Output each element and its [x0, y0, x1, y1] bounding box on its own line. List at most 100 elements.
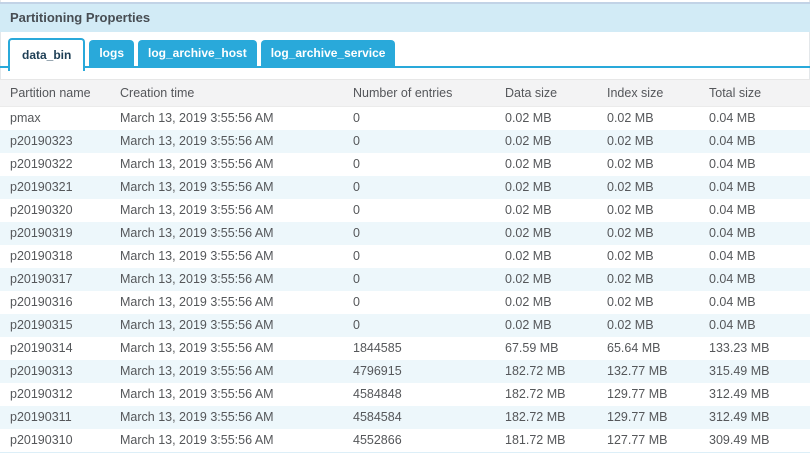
table-row[interactable]: p20190316 March 13, 2019 3:55:56 AM 0 0.02 …: [0, 291, 810, 314]
cell-total-size: 0.04 MB: [709, 295, 756, 309]
cell-data-size: 0.02 MB: [505, 111, 552, 125]
partitions-table: Partition name Creation time Number of e…: [0, 79, 810, 453]
cell-creation-time: March 13, 2019 3:55:56 AM: [120, 410, 274, 424]
table-row[interactable]: p20190322 March 13, 2019 3:55:56 AM 0 0.02 …: [0, 153, 810, 176]
cell-creation-time: March 13, 2019 3:55:56 AM: [120, 433, 274, 447]
table-row[interactable]: p20190315 March 13, 2019 3:55:56 AM 0 0.02 …: [0, 314, 810, 337]
cell-total-size: 0.04 MB: [709, 111, 756, 125]
cell-index-size: 0.02 MB: [607, 134, 654, 148]
cell-number-of-entries: 0: [353, 134, 360, 148]
table-row[interactable]: p20190319 March 13, 2019 3:55:56 AM 0 0.02 …: [0, 222, 810, 245]
cell-data-size: 0.02 MB: [505, 157, 552, 171]
cell-total-size: 309.49 MB: [709, 433, 770, 447]
cell-data-size: 182.72 MB: [505, 364, 566, 378]
cell-partition-name: p20190318: [10, 249, 73, 263]
cell-index-size: 0.02 MB: [607, 272, 654, 286]
tab-log_archive_service[interactable]: log_archive_service: [260, 40, 396, 66]
cell-total-size: 0.04 MB: [709, 272, 756, 286]
cell-creation-time: March 13, 2019 3:55:56 AM: [120, 387, 274, 401]
table-row[interactable]: p20190318 March 13, 2019 3:55:56 AM 0 0.02 …: [0, 245, 810, 268]
table-row[interactable]: p20190320 March 13, 2019 3:55:56 AM 0 0.02 …: [0, 199, 810, 222]
cell-number-of-entries: 0: [353, 180, 360, 194]
cell-creation-time: March 13, 2019 3:55:56 AM: [120, 134, 274, 148]
cell-index-size: 0.02 MB: [607, 157, 654, 171]
table-row[interactable]: p20190317 March 13, 2019 3:55:56 AM 0 0.02 …: [0, 268, 810, 291]
panel-title: Partitioning Properties: [0, 2, 810, 32]
cell-index-size: 0.02 MB: [607, 203, 654, 217]
cell-creation-time: March 13, 2019 3:55:56 AM: [120, 157, 274, 171]
cell-number-of-entries: 0: [353, 318, 360, 332]
cell-data-size: 182.72 MB: [505, 387, 566, 401]
cell-creation-time: March 13, 2019 3:55:56 AM: [120, 295, 274, 309]
column-header-index-size: Index size: [607, 86, 664, 100]
cell-partition-name: p20190323: [10, 134, 73, 148]
cell-data-size: 182.72 MB: [505, 410, 566, 424]
cell-number-of-entries: 4796915: [353, 364, 402, 378]
table-row[interactable]: p20190311 March 13, 2019 3:55:56 AM 458458…: [0, 406, 810, 429]
cell-partition-name: p20190311: [10, 410, 72, 424]
cell-number-of-entries: 0: [353, 111, 360, 125]
table-row[interactable]: p20190313 March 13, 2019 3:55:56 AM 479691…: [0, 360, 810, 383]
cell-total-size: 0.04 MB: [709, 157, 756, 171]
cell-index-size: 127.77 MB: [607, 433, 668, 447]
cell-partition-name: p20190320: [10, 203, 73, 217]
cell-index-size: 0.02 MB: [607, 111, 654, 125]
tab-log_archive_host[interactable]: log_archive_host: [138, 40, 257, 66]
column-header-data-size: Data size: [505, 86, 558, 100]
cell-index-size: 65.64 MB: [607, 341, 661, 355]
cell-data-size: 0.02 MB: [505, 134, 552, 148]
table-row[interactable]: p20190310 March 13, 2019 3:55:56 AM 455286…: [0, 429, 810, 452]
cell-creation-time: March 13, 2019 3:55:56 AM: [120, 341, 274, 355]
table-body: pmax March 13, 2019 3:55:56 AM 0 0.02 MB 0.0…: [0, 107, 810, 452]
table-row[interactable]: p20190323 March 13, 2019 3:55:56 AM 0 0.02 …: [0, 130, 810, 153]
cell-data-size: 0.02 MB: [505, 249, 552, 263]
cell-creation-time: March 13, 2019 3:55:56 AM: [120, 111, 274, 125]
cell-total-size: 0.04 MB: [709, 318, 756, 332]
cell-total-size: 0.04 MB: [709, 249, 756, 263]
cell-partition-name: p20190310: [10, 433, 73, 447]
cell-data-size: 0.02 MB: [505, 295, 552, 309]
cell-data-size: 181.72 MB: [505, 433, 566, 447]
column-header-creation-time: Creation time: [120, 86, 195, 100]
cell-partition-name: p20190317: [10, 272, 73, 286]
cell-creation-time: March 13, 2019 3:55:56 AM: [120, 226, 274, 240]
table-header-row: Partition name Creation time Number of e…: [0, 79, 810, 107]
cell-data-size: 0.02 MB: [505, 180, 552, 194]
cell-data-size: 0.02 MB: [505, 318, 552, 332]
table-row[interactable]: pmax March 13, 2019 3:55:56 AM 0 0.02 MB 0.0…: [0, 107, 810, 130]
cell-total-size: 0.04 MB: [709, 203, 756, 217]
cell-total-size: 312.49 MB: [709, 410, 770, 424]
cell-creation-time: March 13, 2019 3:55:56 AM: [120, 249, 274, 263]
cell-index-size: 0.02 MB: [607, 180, 654, 194]
cell-partition-name: p20190321: [10, 180, 73, 194]
cell-creation-time: March 13, 2019 3:55:56 AM: [120, 272, 274, 286]
cell-partition-name: p20190313: [10, 364, 73, 378]
cell-partition-name: p20190322: [10, 157, 73, 171]
table-row[interactable]: p20190321 March 13, 2019 3:55:56 AM 0 0.02 …: [0, 176, 810, 199]
cell-index-size: 129.77 MB: [607, 410, 668, 424]
cell-partition-name: p20190314: [10, 341, 73, 355]
cell-total-size: 312.49 MB: [709, 387, 770, 401]
cell-total-size: 315.49 MB: [709, 364, 770, 378]
cell-number-of-entries: 0: [353, 157, 360, 171]
cell-index-size: 0.02 MB: [607, 226, 654, 240]
cell-index-size: 132.77 MB: [607, 364, 668, 378]
cell-partition-name: p20190316: [10, 295, 73, 309]
cell-index-size: 0.02 MB: [607, 249, 654, 263]
tab-data_bin[interactable]: data_bin: [8, 38, 86, 71]
cell-number-of-entries: 0: [353, 272, 360, 286]
cell-partition-name: p20190315: [10, 318, 73, 332]
cell-creation-time: March 13, 2019 3:55:56 AM: [120, 203, 274, 217]
cell-number-of-entries: 4584584: [353, 410, 402, 424]
tab-logs[interactable]: logs: [89, 40, 135, 66]
table-row[interactable]: p20190312 March 13, 2019 3:55:56 AM 458484…: [0, 383, 810, 406]
cell-data-size: 0.02 MB: [505, 272, 552, 286]
cell-number-of-entries: 1844585: [353, 341, 402, 355]
cell-number-of-entries: 0: [353, 249, 360, 263]
column-header-partition-name: Partition name: [10, 86, 91, 100]
cell-creation-time: March 13, 2019 3:55:56 AM: [120, 318, 274, 332]
cell-data-size: 0.02 MB: [505, 203, 552, 217]
cell-number-of-entries: 0: [353, 295, 360, 309]
table-row[interactable]: p20190314 March 13, 2019 3:55:56 AM 184458…: [0, 337, 810, 360]
